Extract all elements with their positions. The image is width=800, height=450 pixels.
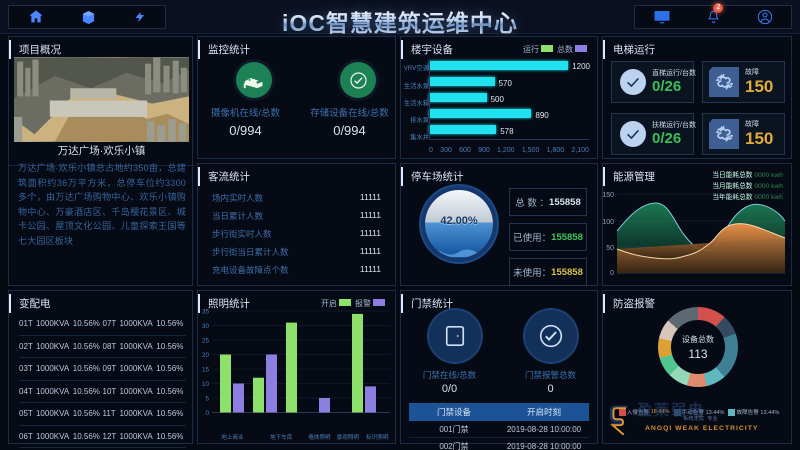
svg-text:5: 5	[205, 396, 209, 403]
svg-text:25: 25	[202, 338, 210, 345]
svg-text:30: 30	[202, 323, 210, 330]
svg-text:50: 50	[606, 245, 614, 252]
svg-text:0: 0	[610, 270, 614, 277]
svg-text:100: 100	[602, 219, 614, 226]
svg-text:20: 20	[202, 352, 210, 359]
svg-text:150: 150	[602, 192, 614, 199]
svg-text:35: 35	[202, 309, 210, 316]
svg-text:0: 0	[205, 410, 209, 417]
svg-text:10: 10	[202, 381, 210, 388]
svg-text:15: 15	[202, 367, 210, 374]
